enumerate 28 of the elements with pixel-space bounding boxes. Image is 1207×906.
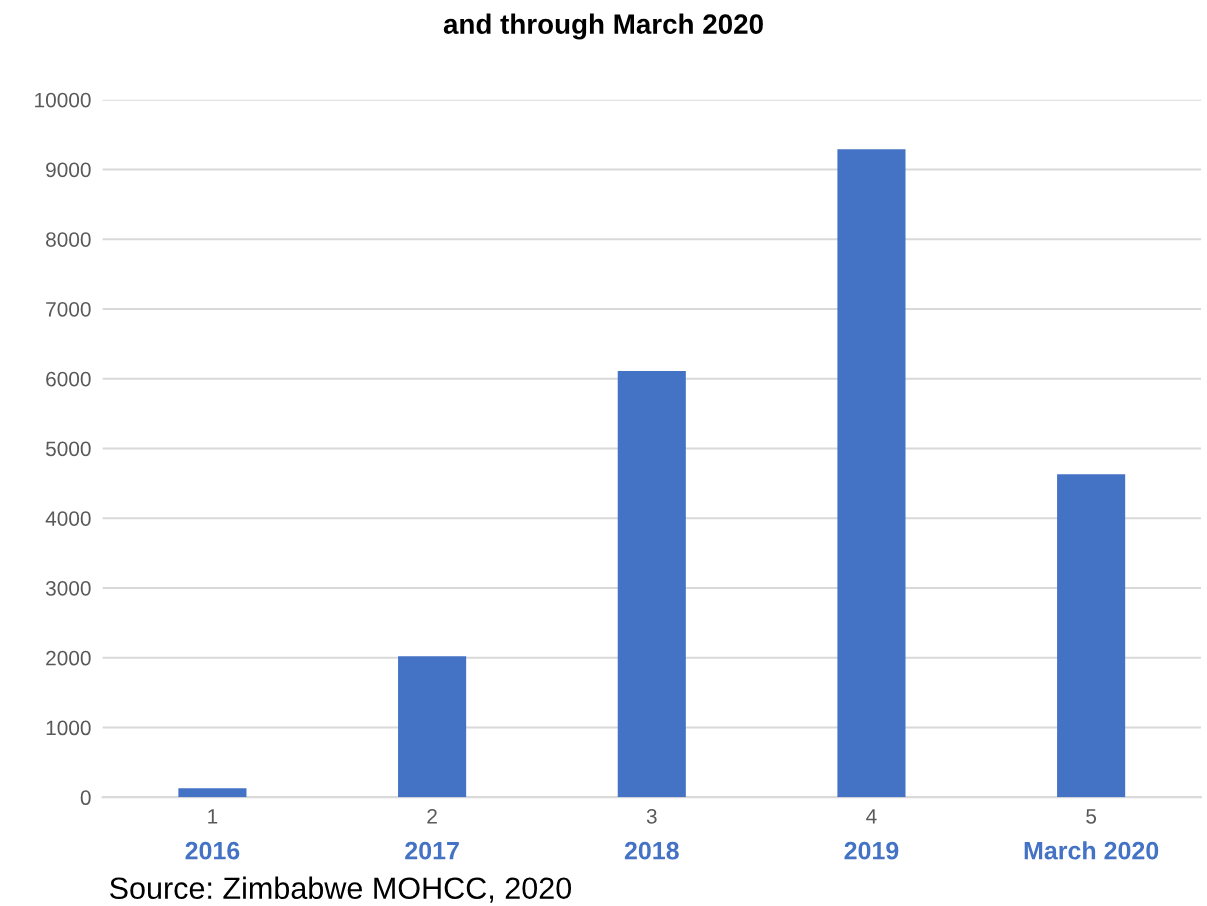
x-tick-label: 1 — [208, 809, 218, 824]
y-tick-label: 1000 — [46, 720, 91, 736]
y-tick-label: 2000 — [46, 650, 91, 666]
text: March 2020 — [1024, 841, 1159, 860]
bar — [398, 656, 467, 798]
bar — [178, 788, 247, 798]
text: 2018 — [624, 841, 679, 860]
bar — [1057, 474, 1126, 798]
x-tick-label: 4 — [866, 809, 877, 824]
y-tick-label: 9000 — [46, 162, 91, 178]
text: 2019 — [844, 841, 899, 860]
y-tick-label: 8000 — [46, 232, 91, 247]
x-tick-label: 2 — [427, 808, 437, 824]
bar — [837, 149, 906, 798]
y-tick-label: 0 — [80, 790, 91, 806]
chart-title: and through March 2020 — [443, 13, 763, 40]
x-tick-label: 3 — [646, 808, 657, 824]
bar — [617, 371, 686, 798]
y-tick-label: 5000 — [45, 441, 91, 457]
source-note: Source: Zimbabwe MOHCC, 2020 — [110, 876, 572, 903]
y-tick-label: 10000 — [35, 92, 91, 108]
text: 2016 — [185, 841, 240, 860]
y-tick-label: 4000 — [45, 511, 91, 526]
text: 2017 — [405, 841, 459, 860]
y-tick-label: 3000 — [45, 581, 91, 596]
x-tick-label: 5 — [1086, 809, 1097, 824]
y-tick-label: 7000 — [46, 301, 91, 317]
y-tick-label: 6000 — [46, 371, 91, 387]
